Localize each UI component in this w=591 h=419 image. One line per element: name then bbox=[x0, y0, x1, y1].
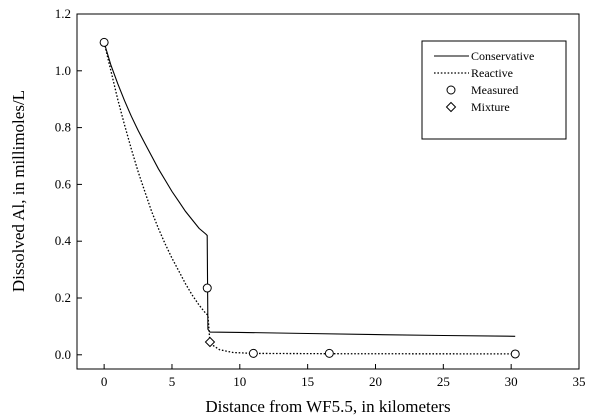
x-tick-label: 0 bbox=[101, 374, 108, 389]
legend-mixture-label: Mixture bbox=[471, 100, 510, 114]
measured-point bbox=[202, 283, 212, 293]
legend-reactive-label: Reactive bbox=[471, 66, 513, 80]
legend: Conservative Reactive Measured Mixture bbox=[421, 40, 567, 140]
y-tick-label: 0.0 bbox=[55, 347, 71, 362]
legend-measured-label: Measured bbox=[471, 83, 518, 97]
x-tick-label: 5 bbox=[169, 374, 176, 389]
x-tick-label: 20 bbox=[369, 374, 382, 389]
x-axis-label: Distance from WF5.5, in kilometers bbox=[205, 397, 450, 416]
legend-conservative-label: Conservative bbox=[471, 49, 534, 63]
x-tick-label: 10 bbox=[233, 374, 246, 389]
measured-point bbox=[248, 348, 258, 358]
legend-items: Conservative Reactive Measured Mixture bbox=[434, 49, 534, 114]
conservative-line bbox=[103, 42, 516, 337]
y-tick-label: 0.2 bbox=[55, 290, 71, 305]
y-tick-label: 0.8 bbox=[55, 120, 71, 135]
x-tick-label: 15 bbox=[301, 374, 314, 389]
legend-measured-swatch bbox=[446, 85, 456, 95]
measured-point bbox=[510, 349, 520, 359]
legend-mixture-swatch bbox=[445, 101, 457, 113]
y-tick-label: 0.6 bbox=[55, 176, 72, 191]
y-tick-label: 1.0 bbox=[55, 63, 71, 78]
plot-area-frame bbox=[76, 13, 580, 370]
y-tick-label: 1.2 bbox=[55, 6, 71, 21]
y-tick-label: 0.4 bbox=[55, 233, 72, 248]
legend-box bbox=[421, 40, 567, 140]
measured-point bbox=[324, 348, 334, 358]
axis-ticks: 0 5 10 15 20 25 30 35 0.0 0.2 0.4 0.6 0.8 1.0 1.2 bbox=[55, 6, 586, 389]
measured-point bbox=[99, 37, 109, 47]
x-tick-label: 35 bbox=[573, 374, 586, 389]
mixture-point bbox=[204, 336, 216, 348]
y-axis-label: Dissolved Al, in millimoles/L bbox=[9, 90, 28, 292]
x-tick-label: 30 bbox=[505, 374, 518, 389]
series-layer bbox=[99, 37, 520, 359]
x-tick-label: 25 bbox=[437, 374, 450, 389]
